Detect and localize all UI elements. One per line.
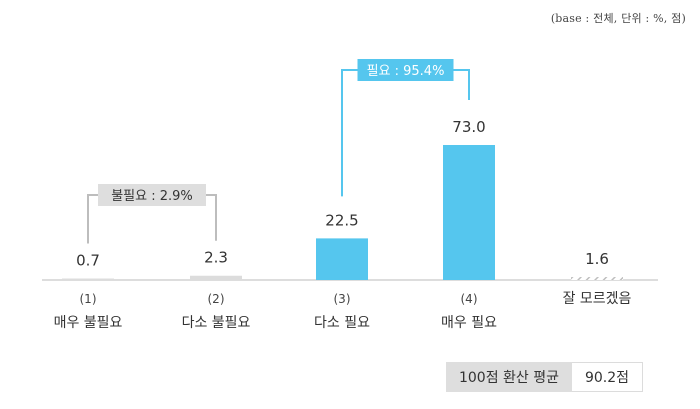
category-label-2: 다소 불필요 [182, 315, 251, 331]
bar-4 [443, 145, 495, 280]
bar-2 [190, 275, 242, 280]
value-label-1: 0.7 [76, 252, 100, 270]
value-label-2: 2.3 [204, 249, 228, 267]
average-summary: 100점 환산 평균 90.2점 [446, 362, 643, 392]
category-label-4: 매우 필요 [441, 315, 497, 331]
group-label-box-1 [98, 184, 206, 206]
category-number-2: (2) [208, 292, 225, 306]
category-label-5: 잘 모르겠음 [563, 291, 632, 307]
average-label: 100점 환산 평균 [446, 362, 572, 392]
category-number-4: (4) [461, 292, 478, 306]
base-note: (base : 전체, 단위 : %, 점) [550, 12, 686, 25]
average-value: 90.2점 [572, 362, 643, 392]
value-label-5: 1.6 [585, 250, 609, 268]
category-label-1: 매우 불필요 [54, 315, 123, 331]
group-label-box-2 [357, 59, 454, 81]
value-label-3: 22.5 [325, 211, 358, 229]
group-label-1: 불필요 : 2.9% [111, 189, 193, 204]
bar-5 [571, 277, 623, 280]
group-label-2: 필요 : 95.4% [367, 64, 445, 79]
category-number-3: (3) [334, 292, 351, 306]
category-label-3: 다소 필요 [314, 315, 370, 331]
bar-3 [316, 238, 368, 280]
bar-1 [62, 278, 114, 280]
value-label-4: 73.0 [452, 118, 485, 136]
category-number-1: (1) [80, 292, 97, 306]
